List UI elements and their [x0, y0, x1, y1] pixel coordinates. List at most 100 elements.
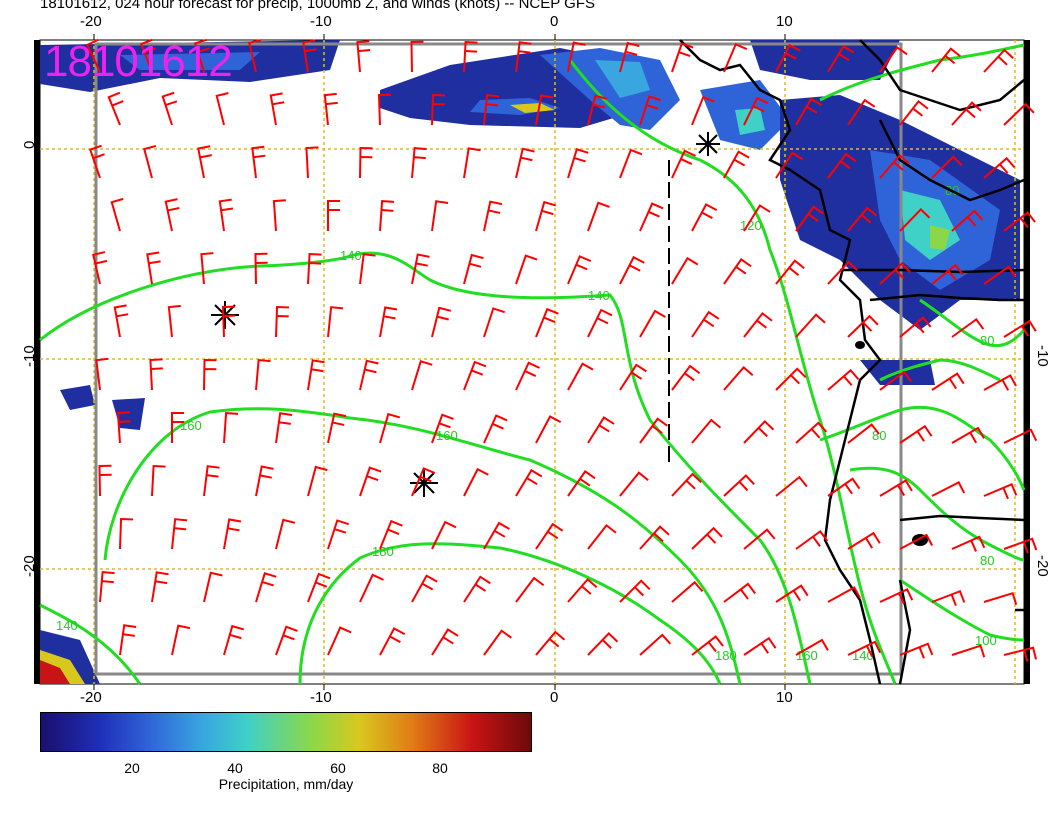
- wind-barb: [567, 255, 592, 285]
- wind-barb: [483, 307, 505, 338]
- contour-label: 160: [180, 418, 202, 433]
- contour-label: 80: [872, 428, 886, 443]
- wind-barb: [359, 573, 384, 603]
- wind-barb: [359, 146, 373, 179]
- wind-barb: [639, 633, 672, 656]
- wind-barb: [379, 519, 403, 550]
- wind-barb: [95, 357, 109, 391]
- wind-barb: [327, 519, 349, 550]
- wind-barb: [795, 638, 829, 656]
- x-tick-bottom: -20: [80, 689, 102, 706]
- wind-barb: [431, 628, 459, 656]
- wind-barb: [1003, 102, 1035, 126]
- wind-barb: [619, 471, 649, 497]
- wind-barb: [119, 517, 134, 550]
- tick-marks: [93, 34, 786, 690]
- wind-barb: [483, 414, 508, 444]
- wind-barb: [639, 202, 664, 232]
- wind-barb: [379, 412, 401, 444]
- wind-barb: [691, 526, 723, 550]
- wind-barb: [775, 367, 807, 391]
- wind-barb: [899, 316, 932, 338]
- wind-barb: [431, 306, 452, 338]
- wind-barb: [307, 572, 331, 603]
- wind-barb: [463, 360, 487, 391]
- wind-barbs: [85, 38, 1038, 662]
- wind-barb: [272, 199, 286, 232]
- wind-barb: [899, 99, 929, 126]
- wind-barb: [515, 41, 532, 73]
- wind-barb: [691, 310, 720, 338]
- wind-barb: [827, 44, 855, 73]
- wind-barb: [323, 92, 338, 126]
- wind-barb: [879, 46, 908, 73]
- wind-barb: [619, 148, 643, 179]
- axis-labels: -20 -10 0 10 -20 -10 0 10 0 -10 -20 -10 …: [21, 13, 1051, 706]
- wind-barb: [410, 40, 424, 73]
- wind-barb: [899, 208, 931, 232]
- wind-barb: [151, 571, 169, 603]
- height-contours: [39, 43, 1026, 685]
- wind-barb: [515, 576, 545, 603]
- contour-label: 140: [852, 648, 874, 663]
- wind-barb: [116, 411, 131, 444]
- wind-barb: [587, 416, 615, 444]
- wind-barb: [88, 144, 105, 179]
- wind-barb: [107, 91, 124, 126]
- contour-label: 180: [715, 648, 737, 663]
- wind-barb: [743, 311, 773, 338]
- star-marker: [696, 132, 720, 156]
- wind-barb: [795, 313, 826, 338]
- wind-barb: [515, 147, 535, 179]
- wind-barb: [587, 94, 608, 126]
- wind-barb: [359, 466, 382, 497]
- wind-barb: [743, 636, 777, 656]
- wind-barb: [431, 200, 449, 232]
- x-tick-top: -10: [310, 13, 332, 30]
- wind-barb: [775, 43, 801, 73]
- wind-barb: [483, 521, 510, 550]
- wind-barb: [535, 630, 566, 656]
- wind-barb: [587, 632, 619, 656]
- wind-barb: [879, 370, 912, 391]
- wind-barb: [411, 360, 433, 391]
- wind-barb: [171, 624, 191, 656]
- wind-barb: [193, 38, 210, 73]
- wind-barb: [535, 415, 562, 444]
- contour-label: 140: [56, 618, 78, 633]
- wind-barb: [567, 41, 586, 73]
- wind-barb: [463, 467, 489, 497]
- wind-barb: [113, 304, 129, 338]
- wind-barb: [983, 482, 1018, 500]
- y-tick-left: 0: [21, 141, 38, 149]
- wind-barb: [203, 465, 220, 497]
- wind-barb: [359, 253, 376, 285]
- wind-barb: [251, 145, 266, 179]
- wind-barb: [619, 363, 647, 391]
- wind-barb: [723, 150, 750, 179]
- wind-barb: [379, 200, 395, 232]
- wind-barb: [327, 306, 344, 338]
- wind-barb: [775, 151, 803, 179]
- contour-label: 80: [980, 553, 994, 568]
- wind-barb: [161, 91, 178, 126]
- wind-barb: [110, 197, 124, 232]
- wind-barb: [431, 413, 454, 444]
- wind-barb: [203, 571, 223, 603]
- wind-barb: [983, 48, 1014, 73]
- coastline: [679, 39, 1025, 685]
- wind-barb: [847, 640, 882, 658]
- wind-barb: [931, 155, 963, 179]
- wind-barb: [691, 95, 715, 126]
- colorbar-tick: 60: [330, 760, 346, 776]
- wind-barb: [203, 358, 217, 391]
- wind-barb: [379, 306, 398, 338]
- wind-barb: [411, 147, 427, 179]
- domain-box: [94, 42, 903, 676]
- frame-right-bar: [1024, 40, 1030, 684]
- contour-label: 80: [980, 333, 994, 348]
- wind-barb: [307, 465, 328, 497]
- date-stamp: 18101612: [44, 37, 233, 86]
- wind-barb: [411, 467, 436, 497]
- wind-barb: [197, 145, 212, 179]
